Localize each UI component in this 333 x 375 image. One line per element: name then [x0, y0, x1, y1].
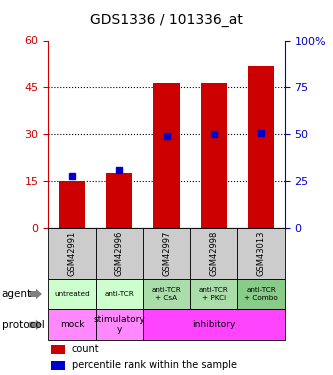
Text: agent: agent: [2, 289, 32, 299]
Text: GSM43013: GSM43013: [256, 231, 266, 276]
Bar: [143, 279, 190, 309]
Bar: [96, 228, 143, 279]
Bar: [59, 181, 85, 228]
Text: GSM42996: GSM42996: [115, 231, 124, 276]
Bar: [48, 228, 96, 279]
Bar: [96, 309, 143, 340]
Bar: [190, 279, 237, 309]
Text: anti-TCR
+ PKCi: anti-TCR + PKCi: [199, 288, 229, 300]
Bar: [51, 345, 65, 354]
Text: GSM42998: GSM42998: [209, 231, 218, 276]
Bar: [248, 66, 274, 228]
Bar: [154, 83, 179, 228]
Text: protocol: protocol: [2, 320, 44, 330]
Text: percentile rank within the sample: percentile rank within the sample: [72, 360, 237, 370]
Bar: [190, 228, 237, 279]
Bar: [48, 309, 96, 340]
Text: anti-TCR
+ CsA: anti-TCR + CsA: [152, 288, 181, 300]
Text: untreated: untreated: [54, 291, 90, 297]
Bar: [106, 173, 132, 228]
Bar: [237, 228, 285, 279]
Bar: [201, 83, 227, 228]
Text: inhibitory: inhibitory: [192, 320, 235, 329]
Bar: [237, 279, 285, 309]
Bar: [48, 279, 96, 309]
Text: stimulatory
y: stimulatory y: [93, 315, 145, 334]
Bar: [96, 279, 143, 309]
Text: mock: mock: [60, 320, 84, 329]
Bar: [143, 228, 190, 279]
Text: anti-TCR
+ Combo: anti-TCR + Combo: [244, 288, 278, 300]
Text: anti-TCR: anti-TCR: [104, 291, 134, 297]
Text: GSM42991: GSM42991: [67, 231, 77, 276]
Bar: [51, 361, 65, 370]
Text: count: count: [72, 344, 100, 354]
Bar: [143, 309, 285, 340]
Text: GDS1336 / 101336_at: GDS1336 / 101336_at: [90, 13, 243, 27]
Text: GSM42997: GSM42997: [162, 231, 171, 276]
